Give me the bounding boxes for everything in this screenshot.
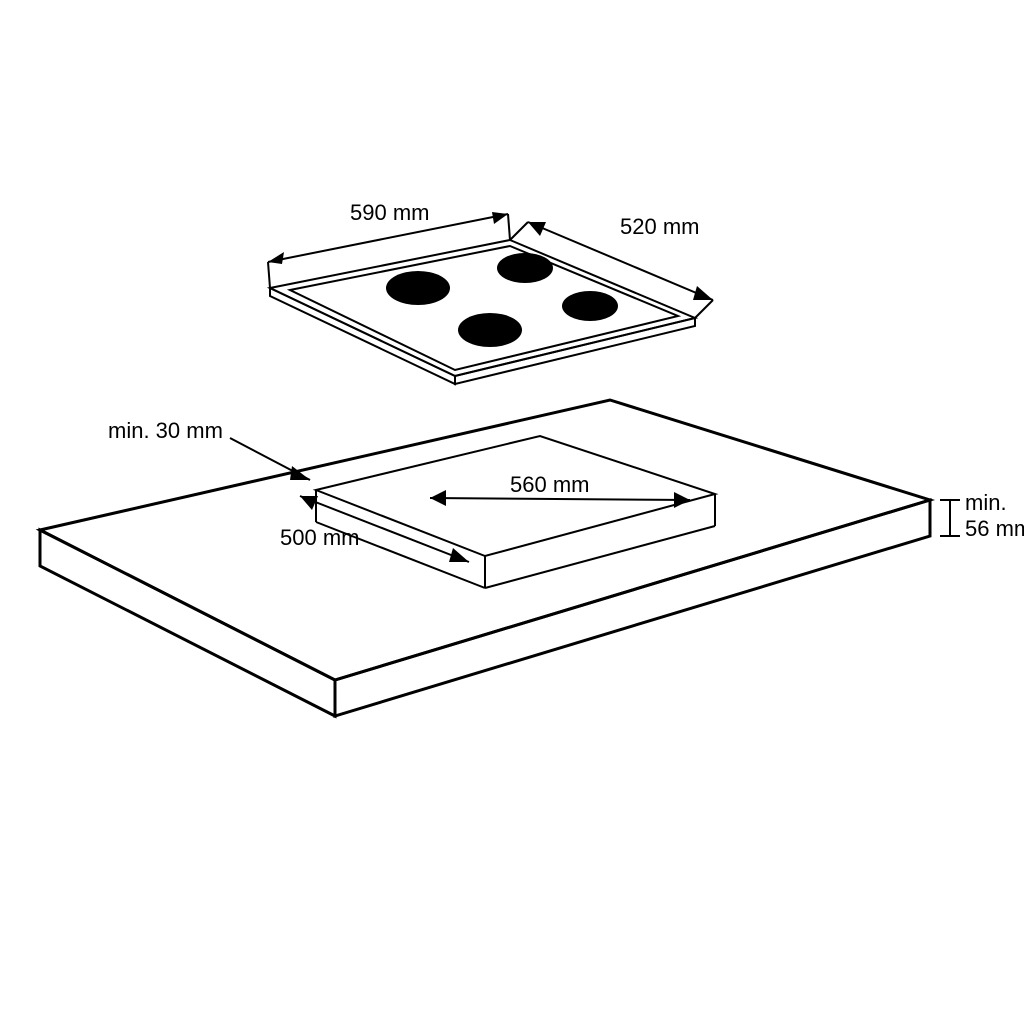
label-hob-width: 590 mm [350, 200, 429, 225]
label-cutout-width: 560 mm [510, 472, 589, 497]
label-thickness-1: min. [965, 490, 1007, 515]
dim-edge-clearance [230, 438, 310, 480]
label-thickness-2: 56 mm [965, 516, 1024, 541]
label-hob-depth: 520 mm [620, 214, 699, 239]
dim-thickness [940, 500, 960, 536]
installation-diagram: 590 mm 520 mm min. 30 mm [0, 0, 1024, 1024]
label-cutout-depth: 500 mm [280, 525, 359, 550]
hob-top [270, 240, 695, 376]
hob-burners [386, 253, 618, 347]
countertop-cutout [316, 436, 715, 588]
label-edge-clearance: min. 30 mm [108, 418, 223, 443]
